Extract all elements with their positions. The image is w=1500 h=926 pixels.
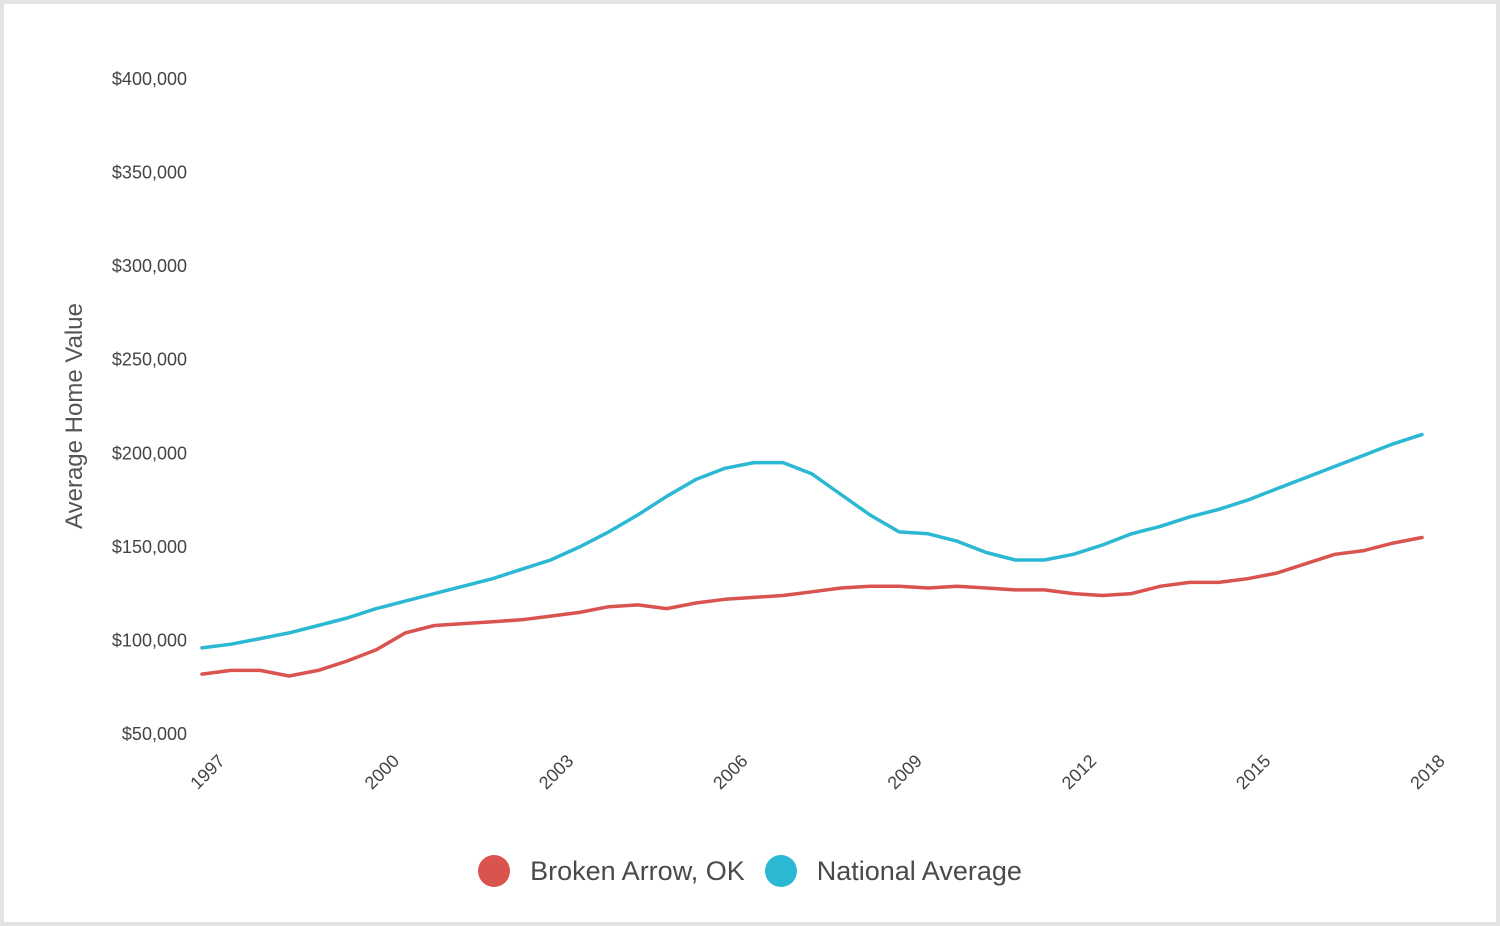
y-tick-label: $250,000 [112,350,187,370]
series-lines [200,432,1424,678]
y-tick-label: $100,000 [112,630,187,650]
legend-swatch-broken-arrow [478,855,511,887]
x-tick-label: 2000 [361,751,403,793]
series-line-national-average [200,432,1424,650]
y-tick-label: $150,000 [112,537,187,557]
x-tick-label: 2003 [535,751,577,793]
legend-label-broken-arrow: Broken Arrow, OK [530,855,745,886]
x-tick-label: 1997 [186,751,228,793]
y-tick-label: $200,000 [112,443,187,463]
legend-item-national-average: National Average [764,855,1022,887]
x-tick-label: 2009 [884,751,926,793]
y-tick-label: $300,000 [112,256,187,276]
x-tick-label: 2012 [1058,751,1100,793]
y-tick-label: $400,000 [112,69,187,89]
x-tick-label: 2006 [709,751,751,793]
y-axis-title: Average Home Value [61,303,88,529]
y-tick-label: $350,000 [112,163,187,183]
legend-item-broken-arrow: Broken Arrow, OK [478,855,745,887]
legend: Broken Arrow, OK National Average [0,846,1500,896]
legend-label-national-average: National Average [816,855,1022,886]
series-line-broken-arrow [200,535,1424,678]
legend-swatch-national-average [764,855,797,887]
y-axis-tick-labels: $50,000 $100,000 $150,000 $200,000 $250,000 $… [112,69,187,744]
x-axis-tick-labels: 1997 2000 2003 2006 2009 2012 2015 2018 [186,751,1448,793]
y-tick-label: $50,000 [122,724,187,744]
x-tick-label: 2018 [1406,751,1448,793]
x-tick-label: 2015 [1232,751,1274,793]
